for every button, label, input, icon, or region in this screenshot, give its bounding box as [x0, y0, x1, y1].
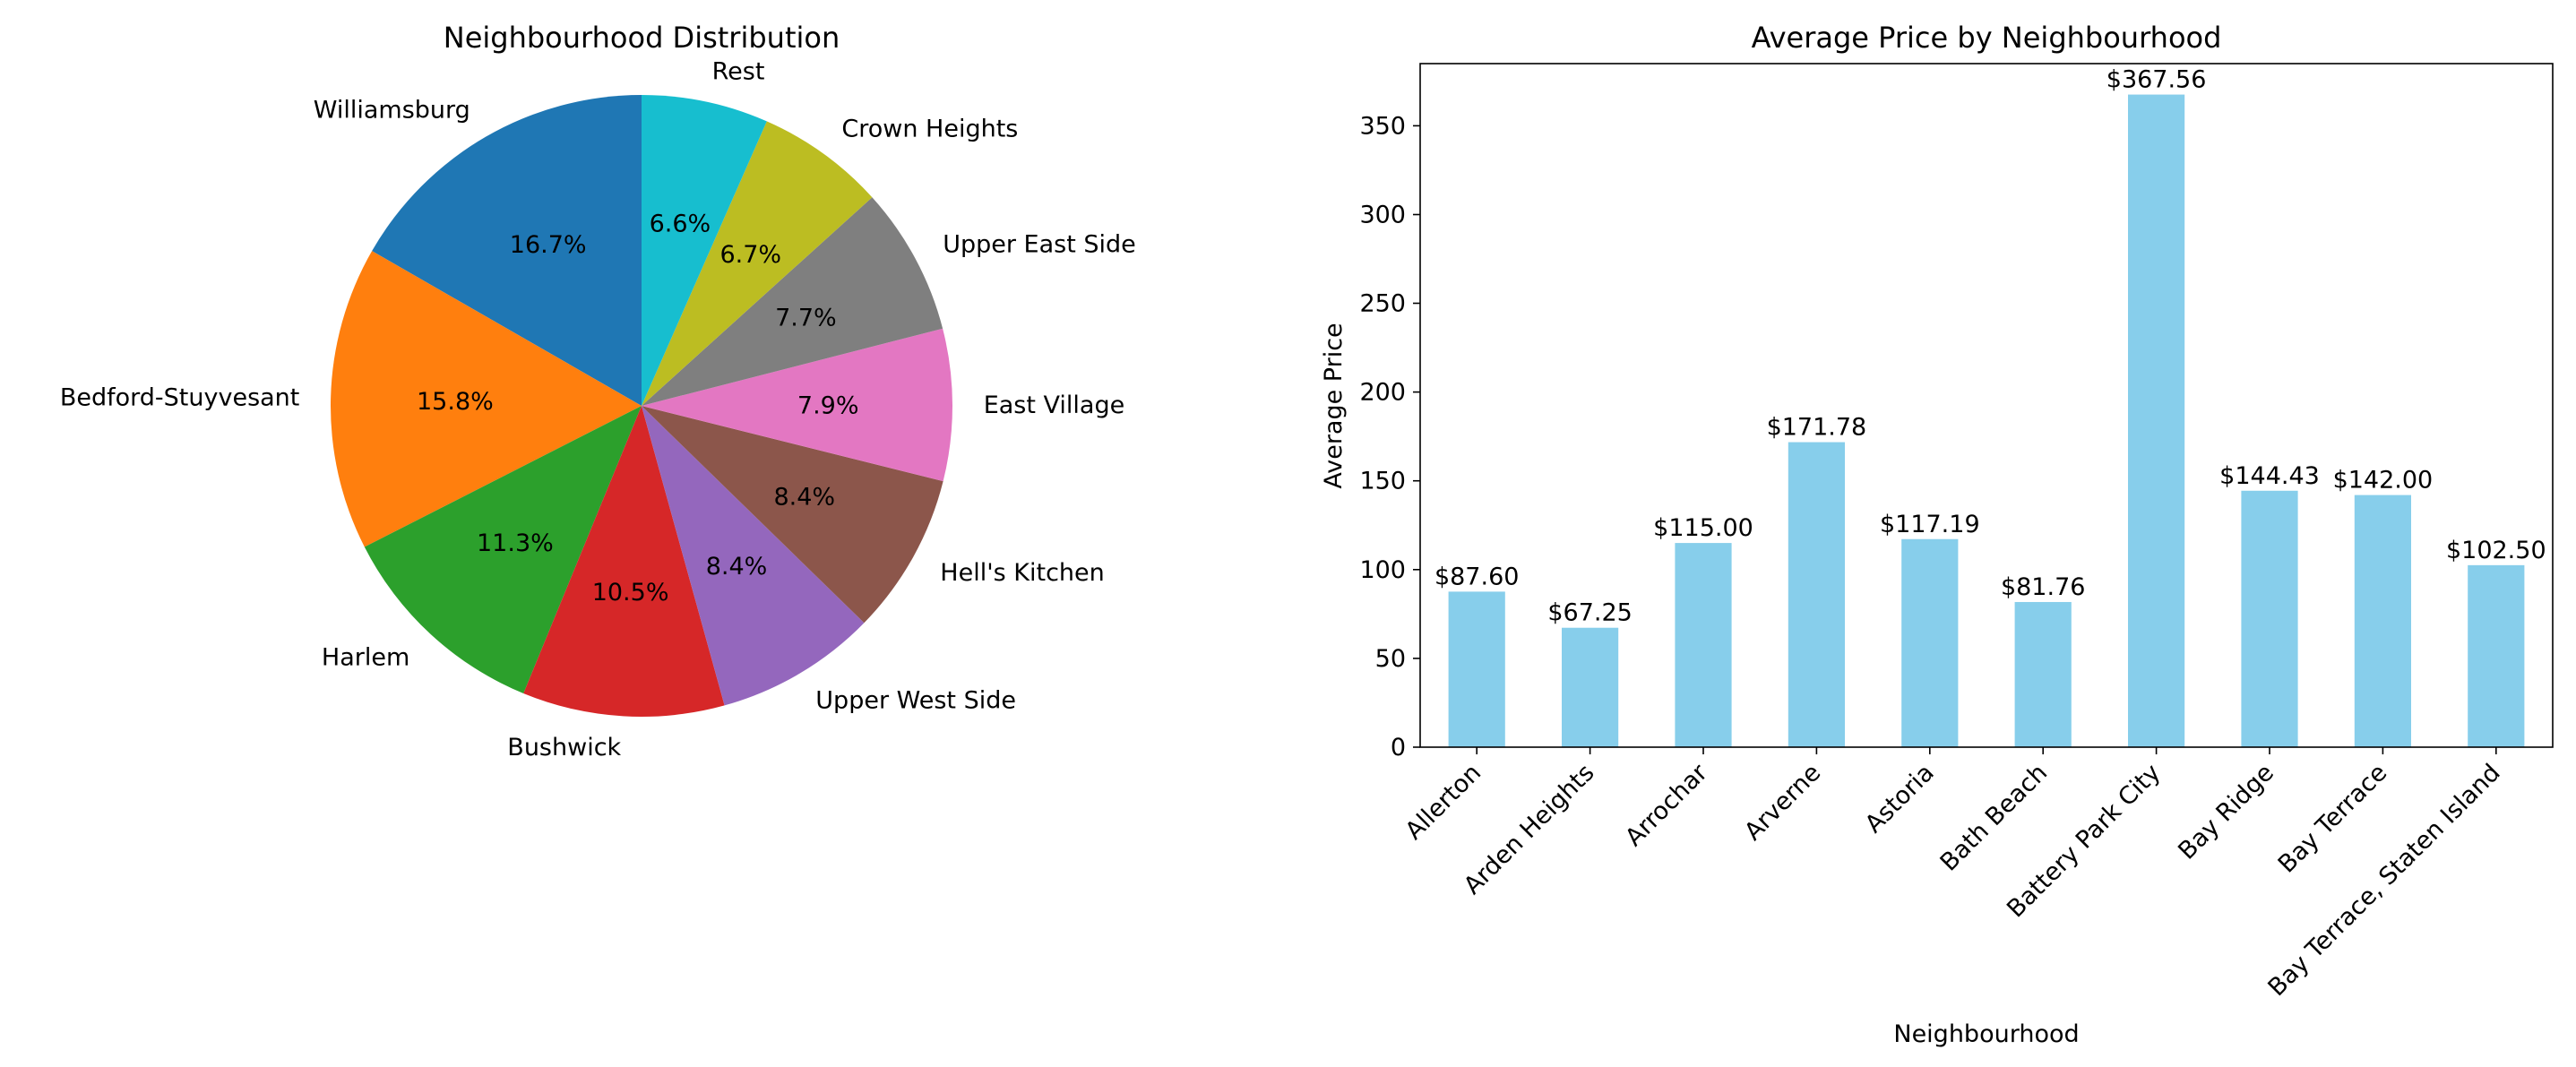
bar-arverne — [1788, 442, 1845, 747]
bar-x-axis-label: Neighbourhood — [1893, 1020, 2079, 1048]
y-tick-label: 0 — [1391, 734, 1406, 762]
bar-value-label: $115.00 — [1653, 514, 1753, 542]
pie-slice-bedford-stuyvesant — [331, 251, 642, 547]
bar-value-label: $81.76 — [2001, 573, 2085, 601]
pie-slice-harlem — [364, 406, 642, 693]
pie-labels: 16.7% Williamsburg 15.8% Bedford-Stuyvesant… — [60, 58, 1136, 762]
pie-category-label: Bushwick — [507, 734, 621, 762]
pie-slice-upper-west-side — [642, 406, 865, 706]
pie-percent-label: 15.8% — [417, 388, 494, 416]
pie-percent-label: 8.4% — [706, 553, 768, 581]
bar-value-label: $87.60 — [1434, 563, 1519, 590]
y-tick-label: 150 — [1359, 468, 1406, 495]
pie-percent-label: 10.5% — [592, 579, 669, 607]
bar-bars — [1448, 94, 2525, 747]
bar-value-label: $142.00 — [2333, 467, 2434, 495]
pie-slices — [331, 95, 952, 717]
bar-value-label: $144.43 — [2219, 462, 2320, 490]
pie-slice-williamsburg — [372, 95, 642, 406]
pie-slice-upper-east-side — [642, 197, 943, 406]
bar-bay-ridge — [2241, 490, 2298, 747]
pie-category-label: Crown Heights — [841, 116, 1018, 143]
pie-percent-label: 7.7% — [775, 304, 837, 331]
bar-chart-title: Average Price by Neighbourhood — [1752, 21, 2222, 55]
pie-category-label: East Village — [984, 392, 1125, 419]
pie-category-label: Upper West Side — [815, 687, 1016, 715]
y-tick-label: 100 — [1359, 556, 1406, 584]
bar-y-axis-label: Average Price — [1320, 323, 1348, 488]
pie-percent-label: 16.7% — [510, 231, 587, 259]
pie-chart: Neighbourhood Distribution 16.7% Williams… — [60, 21, 1136, 762]
pie-percent-label: 6.6% — [650, 210, 711, 237]
pie-percent-label: 6.7% — [719, 241, 781, 269]
bar-plot-frame — [1419, 63, 2554, 748]
y-tick-label: 250 — [1359, 290, 1406, 318]
pie-slice-crown-heights — [642, 121, 873, 406]
bar-bath-beach — [2014, 601, 2072, 747]
pie-chart-title: Neighbourhood Distribution — [444, 21, 840, 55]
pie-category-label: Hell's Kitchen — [940, 559, 1104, 587]
bar-value-label: $117.19 — [1880, 511, 1980, 538]
bar-y-axis: 0 50 100 150 200 250 300 350 — [1359, 112, 1420, 762]
pie-slice-east-village — [642, 328, 952, 482]
y-tick-label: 200 — [1359, 379, 1406, 407]
bar-arrochar — [1675, 543, 1732, 747]
y-tick-label: 350 — [1359, 112, 1406, 140]
pie-slice-rest — [642, 95, 767, 406]
bar-bay-terrace — [2354, 495, 2411, 747]
pie-category-label: Williamsburg — [314, 97, 470, 125]
bar-battery-park-city — [2128, 94, 2185, 747]
bar-bay-terrace-staten-island — [2468, 564, 2525, 747]
pie-slice-bushwick — [523, 406, 725, 717]
pie-percent-label: 8.4% — [773, 483, 835, 511]
pie-slice-hell-s-kitchen — [642, 406, 943, 624]
bar-astoria — [1901, 538, 1959, 747]
bar-value-label: $367.56 — [2106, 66, 2207, 94]
pie-category-label: Rest — [712, 58, 765, 86]
pie-category-label: Harlem — [322, 644, 409, 672]
bar-arden-heights — [1562, 627, 1619, 747]
bar-value-label: $67.25 — [1547, 599, 1632, 627]
pie-percent-label: 7.9% — [797, 392, 859, 419]
pie-percent-label: 11.3% — [477, 529, 554, 557]
bar-value-label: $102.50 — [2446, 537, 2546, 564]
y-tick-label: 50 — [1375, 645, 1406, 673]
pie-category-label: Upper East Side — [943, 230, 1136, 258]
pie-category-label: Bedford-Stuyvesant — [60, 383, 300, 411]
bar-allerton — [1448, 591, 1505, 747]
y-tick-label: 300 — [1359, 202, 1406, 229]
bar-value-label: $171.78 — [1767, 414, 1867, 442]
bar-value-labels: $87.60 $67.25 $115.00 $171.78 $117.19 $81.76 $… — [1434, 66, 2546, 627]
